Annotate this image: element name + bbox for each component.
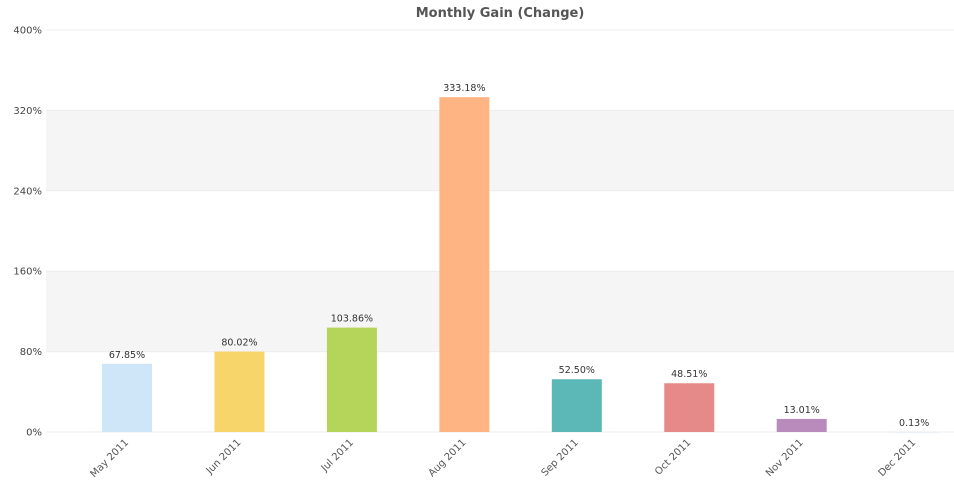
- data-label: 13.01%: [784, 405, 820, 416]
- bar[interactable]: [102, 363, 152, 432]
- x-tick-label: Aug 2011: [427, 437, 469, 479]
- bar[interactable]: [551, 379, 602, 432]
- bar[interactable]: [776, 418, 827, 432]
- bar[interactable]: [214, 351, 265, 432]
- data-label: 103.86%: [331, 314, 373, 325]
- y-tick-label: 160%: [13, 267, 42, 278]
- y-tick-label: 0%: [26, 428, 42, 439]
- x-tick-label: May 2011: [88, 437, 131, 480]
- x-tick-label: Jun 2011: [204, 437, 244, 477]
- bar[interactable]: [326, 327, 377, 432]
- y-tick-label: 400%: [13, 26, 42, 37]
- x-tick-label: Jul 2011: [319, 437, 356, 474]
- x-tick-label: Sep 2011: [540, 437, 581, 478]
- x-tick-label: Dec 2011: [877, 437, 919, 479]
- data-label: 0.13%: [899, 418, 929, 429]
- y-tick-label: 240%: [13, 186, 42, 197]
- data-label: 48.51%: [671, 369, 707, 380]
- y-tick-label: 320%: [13, 106, 42, 117]
- plot-band: [46, 271, 954, 352]
- chart-title: Monthly Gain (Change): [416, 6, 585, 21]
- y-tick-label: 80%: [20, 347, 42, 358]
- data-label: 67.85%: [109, 350, 145, 361]
- bar[interactable]: [664, 383, 715, 432]
- data-label: 52.50%: [559, 365, 595, 376]
- data-label: 80.02%: [221, 338, 257, 349]
- bar[interactable]: [889, 431, 940, 433]
- bar[interactable]: [439, 97, 490, 432]
- plot-band: [46, 110, 954, 191]
- x-tick-label: Nov 2011: [764, 437, 806, 479]
- data-label: 333.18%: [443, 83, 485, 94]
- x-tick-label: Oct 2011: [653, 437, 693, 477]
